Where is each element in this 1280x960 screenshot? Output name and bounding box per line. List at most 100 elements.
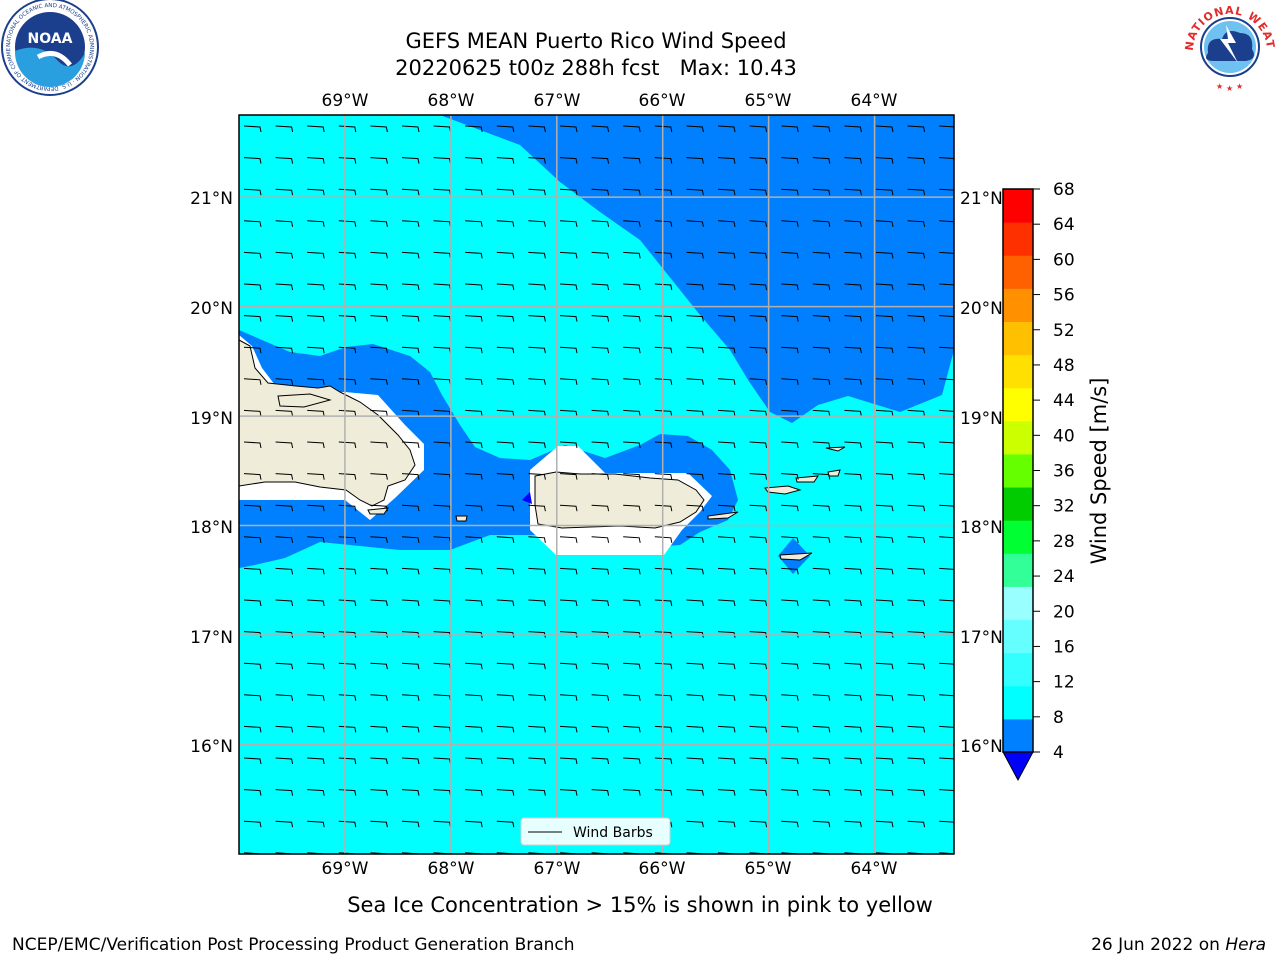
wind-barb	[654, 473, 673, 480]
wind-barb	[717, 757, 736, 765]
wind-barb	[591, 757, 610, 765]
wind-barb	[559, 631, 578, 638]
wind-barb	[275, 283, 294, 291]
colorbar-segment	[1003, 487, 1033, 521]
land-virgin-islands	[764, 485, 802, 495]
wind-barb	[717, 125, 736, 133]
wind-barb	[496, 694, 515, 701]
wind-barb	[591, 409, 610, 417]
colorbar-tick-label: 16	[1053, 637, 1075, 657]
wind-barb	[307, 409, 325, 417]
wind-barb	[307, 725, 325, 733]
credit-text: NCEP/EMC/Verification Post Processing Pr…	[12, 935, 575, 955]
wind-barb	[275, 315, 294, 322]
wind-barb	[939, 852, 954, 854]
wind-barb	[623, 789, 641, 796]
wind-barb	[275, 378, 294, 385]
colorbar-tick-label: 60	[1053, 250, 1075, 270]
wind-barb	[496, 378, 515, 385]
wind-barb	[307, 504, 325, 512]
wind-barb	[623, 251, 641, 259]
wind-barb	[844, 409, 862, 417]
wind-barb	[939, 409, 954, 412]
wind-barb	[370, 567, 388, 575]
wind-barb	[496, 820, 515, 828]
wind-barb	[875, 346, 894, 354]
wind-barb	[243, 251, 262, 259]
wind-barb	[875, 694, 894, 701]
wind-barb	[907, 346, 926, 354]
wind-barb	[528, 315, 546, 322]
colorbar-segment	[1003, 321, 1033, 356]
wind-barb	[907, 789, 926, 796]
wind-barb	[591, 346, 610, 354]
lat-labels-right: 21°N 20°N 19°N 18°N 17°N 16°N	[960, 189, 1003, 757]
title-line-1: GEFS MEAN Puerto Rico Wind Speed	[405, 29, 786, 53]
map-panel: 69°W 68°W 67°W 66°W 65°W 64°W 69°W 68°W …	[190, 91, 1003, 879]
wind-barb	[812, 251, 831, 259]
wind-barb	[781, 188, 799, 196]
wind-barb	[496, 631, 515, 638]
wind-barb	[275, 188, 294, 196]
wind-barb	[528, 441, 546, 449]
wind-barb	[623, 599, 641, 607]
wind-barb	[243, 378, 262, 385]
wind-barb	[686, 378, 704, 385]
wind-barb	[686, 567, 704, 575]
wind-barb	[623, 725, 641, 733]
lon-label-top: 67°W	[534, 91, 581, 111]
wind-barb	[781, 283, 799, 291]
land-mona	[455, 515, 468, 522]
wind-barb	[939, 315, 954, 318]
wind-barb	[307, 125, 325, 133]
wind-barb	[717, 789, 736, 796]
wind-barb	[465, 820, 483, 828]
wind-barb	[338, 473, 357, 480]
wind-barb	[496, 283, 515, 291]
wind-barb	[559, 757, 578, 765]
wind-barb	[875, 125, 894, 133]
wind-barb	[844, 283, 862, 291]
wind-barb	[654, 251, 673, 259]
wind-barb	[654, 346, 673, 354]
wind-barb	[275, 346, 294, 354]
lat-label-left: 16°N	[190, 737, 233, 757]
wind-barb	[243, 662, 262, 670]
wind-barb	[307, 315, 325, 322]
wind-barb	[907, 441, 926, 449]
wind-barb	[875, 378, 894, 385]
wind-barb	[338, 220, 357, 227]
wind-barb	[275, 220, 294, 227]
wind-barb	[717, 315, 736, 322]
colorbar-segment	[1003, 652, 1033, 687]
wind-barb	[812, 725, 831, 733]
wind-barb	[717, 536, 736, 543]
land-desecheo	[522, 492, 532, 504]
wind-barb	[275, 694, 294, 701]
wind-barb	[307, 567, 325, 575]
wind-barb	[591, 504, 610, 512]
wind-barb	[717, 441, 736, 449]
wind-barb	[875, 251, 894, 259]
wind-barb	[812, 346, 831, 354]
lat-label-right: 20°N	[960, 299, 1003, 319]
wind-barb	[338, 757, 357, 765]
wind-barb	[496, 157, 515, 164]
wind-barb	[686, 251, 704, 259]
wind-barb	[243, 441, 262, 449]
wind-barb	[370, 346, 388, 354]
wind-barb	[370, 220, 388, 227]
wind-barb	[496, 409, 515, 417]
wind-barb	[781, 378, 799, 385]
wind-barb	[591, 188, 610, 196]
wind-barb	[528, 662, 546, 670]
wind-barb	[275, 789, 294, 796]
wind-barb	[686, 409, 704, 417]
noaa-logo: NATIONAL OCEANIC AND ATMOSPHERIC ADMINIS…	[1, 0, 99, 96]
wind-barb	[781, 157, 799, 164]
wind-barb	[939, 283, 954, 286]
wind-barb	[781, 631, 799, 638]
wind-barb	[623, 378, 641, 385]
wind-barb	[812, 315, 831, 322]
wind-barb	[812, 504, 831, 512]
